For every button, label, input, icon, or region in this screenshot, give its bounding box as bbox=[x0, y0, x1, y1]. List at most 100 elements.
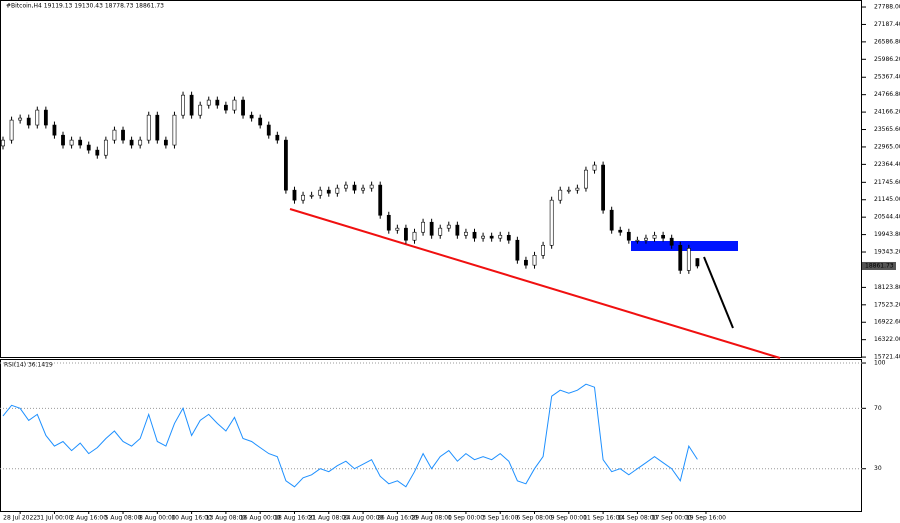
candle-body bbox=[361, 187, 365, 191]
candle-body bbox=[292, 189, 297, 201]
candle-body bbox=[558, 189, 563, 201]
candle-body bbox=[378, 184, 383, 216]
x-tick-label: 2 Aug 16:00 bbox=[70, 515, 107, 522]
y-tick-label: 20544.40 bbox=[874, 214, 900, 221]
candle-body bbox=[524, 259, 528, 266]
candle-body bbox=[95, 149, 100, 156]
x-tick-label: 17 Sep 00:00 bbox=[652, 515, 692, 522]
candle-body bbox=[163, 139, 168, 146]
rsi-pane bbox=[0, 359, 862, 512]
y-tick-label: 19943.80 bbox=[874, 231, 900, 238]
candle-body bbox=[626, 231, 631, 241]
y-tick-label: 17523.20 bbox=[874, 301, 900, 308]
y-tick-label: 25986.20 bbox=[874, 56, 900, 63]
candle-body bbox=[609, 209, 614, 231]
candle-body bbox=[52, 124, 57, 136]
candle-body bbox=[661, 234, 666, 239]
x-tick-label: 29 Aug 08:00 bbox=[411, 515, 452, 522]
candle-body bbox=[103, 139, 108, 156]
candle-body bbox=[9, 119, 14, 141]
candle-body bbox=[566, 189, 571, 192]
candle-body bbox=[35, 109, 40, 126]
candle-body bbox=[412, 231, 417, 241]
candle-body bbox=[464, 231, 468, 236]
candle-body bbox=[584, 169, 588, 189]
candle-body bbox=[138, 139, 143, 146]
candle-body bbox=[26, 117, 31, 126]
chart-title: #Bitcoin,H4 19119.13 19130.43 18778.73 1… bbox=[6, 3, 164, 10]
candle-body bbox=[266, 124, 271, 136]
x-tick-label: 10 Aug 16:00 bbox=[171, 515, 212, 522]
candle-body bbox=[352, 184, 357, 191]
candle-body bbox=[541, 244, 545, 256]
candle-body bbox=[549, 199, 554, 246]
candle-body bbox=[335, 187, 340, 194]
candle-body bbox=[189, 94, 194, 116]
x-tick-label: 9 Sep 00:00 bbox=[551, 515, 587, 522]
x-tick-label: 26 Aug 16:00 bbox=[377, 515, 418, 522]
candle-body bbox=[429, 221, 434, 236]
candle-body bbox=[301, 194, 305, 201]
x-tick-label: 6 Sep 08:00 bbox=[516, 515, 552, 522]
candle-body bbox=[181, 94, 185, 116]
y-tick-label: 24766.80 bbox=[874, 91, 900, 98]
y-tick-label: 22965.00 bbox=[874, 143, 900, 150]
x-tick-label: 1 Sep 00:00 bbox=[448, 515, 484, 522]
y-tick-label: 21145.00 bbox=[874, 196, 900, 203]
candle-body bbox=[258, 117, 263, 126]
y-tick-label: 26586.80 bbox=[874, 38, 900, 45]
candle-body bbox=[215, 99, 220, 106]
y-tick-label: 30 bbox=[874, 465, 882, 472]
candle-body bbox=[18, 117, 23, 121]
x-tick-label: 31 Jul 00:00 bbox=[36, 515, 72, 522]
x-tick-label: 19 Sep 16:00 bbox=[686, 515, 726, 522]
candle-body bbox=[404, 227, 408, 241]
y-tick-label: 27788.00 bbox=[874, 4, 900, 11]
candle-body bbox=[121, 129, 125, 141]
candle-body bbox=[318, 189, 323, 196]
candle-body bbox=[695, 258, 700, 267]
rsi-title: RSI(14) 36.1419 bbox=[4, 362, 53, 369]
projection-arrow bbox=[703, 256, 734, 329]
candle-body bbox=[669, 237, 674, 246]
candle-body bbox=[326, 189, 331, 194]
candle-body bbox=[506, 234, 511, 241]
candle-body bbox=[129, 139, 134, 146]
x-tick-label: 16 Aug 00:00 bbox=[240, 515, 281, 522]
candle-body bbox=[421, 221, 425, 233]
candle-body bbox=[678, 244, 683, 271]
candle-body bbox=[78, 139, 83, 146]
candle-body bbox=[446, 224, 451, 229]
x-tick-label: 28 Jul 2022 bbox=[3, 515, 37, 522]
y-tick-label: 25367.40 bbox=[874, 74, 900, 81]
y-tick-label: 15721.40 bbox=[874, 354, 900, 361]
candle-body bbox=[652, 234, 657, 239]
x-tick-label: 13 Aug 08:00 bbox=[206, 515, 247, 522]
y-tick-label: 24166.20 bbox=[874, 109, 900, 116]
candle-body bbox=[472, 231, 477, 239]
y-tick-label: 27187.40 bbox=[874, 21, 900, 28]
candle-body bbox=[644, 237, 648, 241]
y-tick-label: 16322.00 bbox=[874, 336, 900, 343]
x-tick-label: 14 Sep 08:00 bbox=[617, 515, 657, 522]
candle-body bbox=[575, 187, 580, 191]
candle-body bbox=[489, 235, 494, 239]
y-tick-label: 23565.60 bbox=[874, 126, 900, 133]
candle-body bbox=[686, 248, 691, 271]
candle-body bbox=[515, 239, 520, 261]
rsi-line bbox=[2, 383, 698, 488]
candle-body bbox=[155, 114, 160, 141]
y-tick-label: 70 bbox=[874, 405, 882, 412]
trend-line bbox=[289, 208, 781, 359]
candle-body bbox=[43, 109, 48, 126]
x-tick-label: 8 Aug 00:00 bbox=[139, 515, 176, 522]
x-tick-label: 5 Aug 08:00 bbox=[105, 515, 142, 522]
candle-body bbox=[284, 139, 288, 191]
y-tick-label: 21745.60 bbox=[874, 179, 900, 186]
candle-body bbox=[498, 234, 503, 239]
candle-body bbox=[275, 134, 280, 141]
candle-body bbox=[61, 134, 65, 146]
candle-body bbox=[112, 129, 117, 141]
resistance-zone bbox=[631, 241, 738, 251]
